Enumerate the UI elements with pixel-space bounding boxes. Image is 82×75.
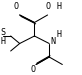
Text: O: O xyxy=(30,64,35,74)
Text: N: N xyxy=(51,37,56,46)
Text: O: O xyxy=(46,2,51,11)
Text: O: O xyxy=(14,2,19,11)
Text: S: S xyxy=(1,28,6,38)
Text: H: H xyxy=(57,30,62,39)
Text: H: H xyxy=(57,2,62,11)
Text: H: H xyxy=(1,37,6,46)
